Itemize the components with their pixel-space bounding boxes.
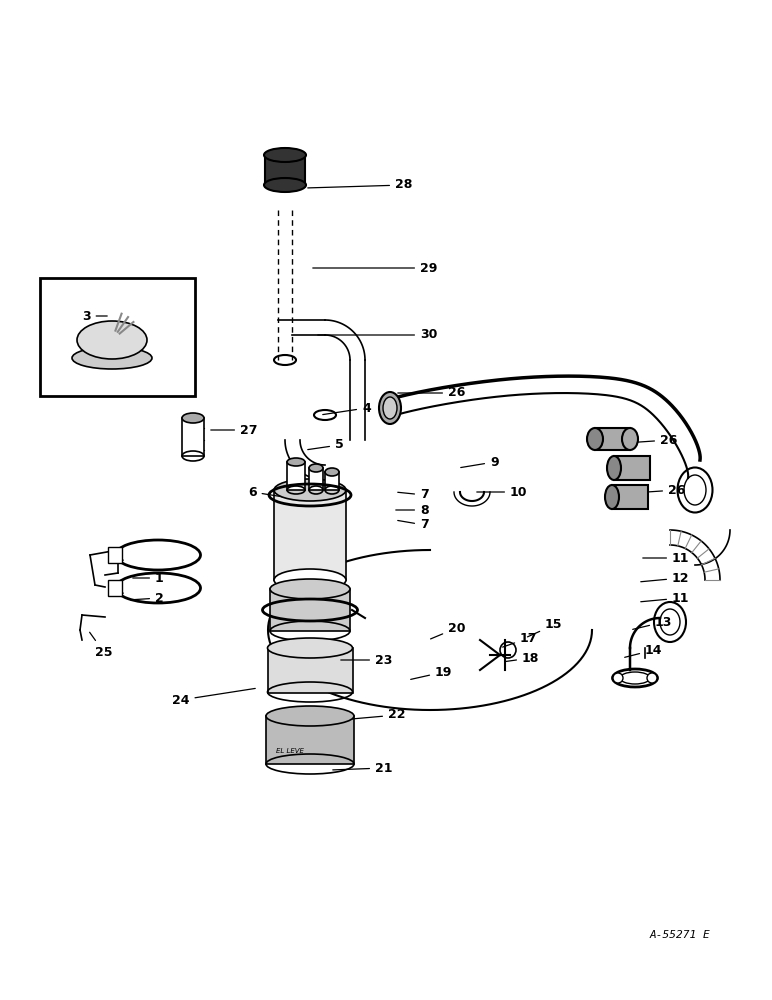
Ellipse shape [383, 397, 397, 419]
Text: 18: 18 [505, 652, 540, 664]
Bar [40, 278, 195, 396]
Ellipse shape [268, 638, 353, 658]
Ellipse shape [264, 178, 306, 192]
Text: 28: 28 [308, 178, 412, 192]
Bar [595, 428, 630, 450]
Bar [265, 155, 305, 185]
Text: 2: 2 [130, 591, 164, 604]
Bar [268, 648, 353, 693]
Text: 17: 17 [503, 632, 537, 647]
Bar [270, 589, 350, 631]
Ellipse shape [264, 148, 306, 162]
Ellipse shape [379, 392, 401, 424]
Text: 6: 6 [248, 486, 287, 498]
Text: 24: 24 [172, 688, 256, 706]
Ellipse shape [622, 428, 638, 450]
Text: 12: 12 [641, 572, 689, 584]
Bar [274, 490, 346, 580]
Text: 21: 21 [333, 762, 392, 774]
Text: 30: 30 [318, 328, 438, 342]
Bar [108, 547, 122, 563]
Text: 9: 9 [461, 456, 499, 468]
Ellipse shape [270, 579, 350, 599]
Ellipse shape [605, 485, 619, 509]
Text: 15: 15 [527, 618, 563, 637]
Text: 26: 26 [628, 434, 677, 446]
Text: 7: 7 [398, 518, 428, 532]
Ellipse shape [182, 413, 204, 423]
Ellipse shape [274, 569, 346, 591]
Text: 29: 29 [313, 261, 438, 274]
Bar [108, 580, 122, 596]
Text: 19: 19 [411, 666, 452, 679]
Ellipse shape [309, 464, 323, 472]
Ellipse shape [287, 458, 305, 466]
Text: 4: 4 [323, 401, 371, 415]
Ellipse shape [325, 468, 339, 476]
Ellipse shape [266, 706, 354, 726]
Bar [612, 485, 648, 509]
Text: 27: 27 [211, 424, 258, 436]
Ellipse shape [72, 347, 152, 369]
Text: 20: 20 [431, 621, 466, 639]
Text: 23: 23 [340, 654, 392, 666]
Text: 14: 14 [625, 644, 662, 657]
Text: 11: 11 [641, 591, 689, 604]
Text: 5: 5 [308, 438, 344, 452]
Ellipse shape [613, 673, 623, 683]
Text: 26: 26 [635, 484, 686, 496]
Ellipse shape [647, 673, 657, 683]
Bar [325, 472, 339, 490]
Text: 8: 8 [396, 504, 428, 516]
Ellipse shape [587, 428, 603, 450]
Text: EL LEVE: EL LEVE [276, 748, 304, 754]
Text: 22: 22 [343, 708, 405, 722]
Bar [614, 456, 650, 480]
Ellipse shape [607, 456, 621, 480]
Ellipse shape [274, 479, 346, 501]
Bar [266, 716, 354, 764]
Bar [287, 462, 305, 490]
Text: 3: 3 [82, 310, 107, 322]
Text: 13: 13 [633, 615, 672, 629]
Text: 7: 7 [398, 488, 428, 502]
Text: 10: 10 [477, 486, 527, 498]
Text: 25: 25 [90, 632, 113, 658]
Bar [182, 418, 204, 456]
Text: 11: 11 [643, 552, 689, 564]
Bar [309, 468, 323, 490]
Ellipse shape [77, 321, 147, 359]
Text: 1: 1 [133, 572, 164, 584]
Text: 26: 26 [398, 386, 466, 399]
Text: A-55271 E: A-55271 E [649, 930, 710, 940]
